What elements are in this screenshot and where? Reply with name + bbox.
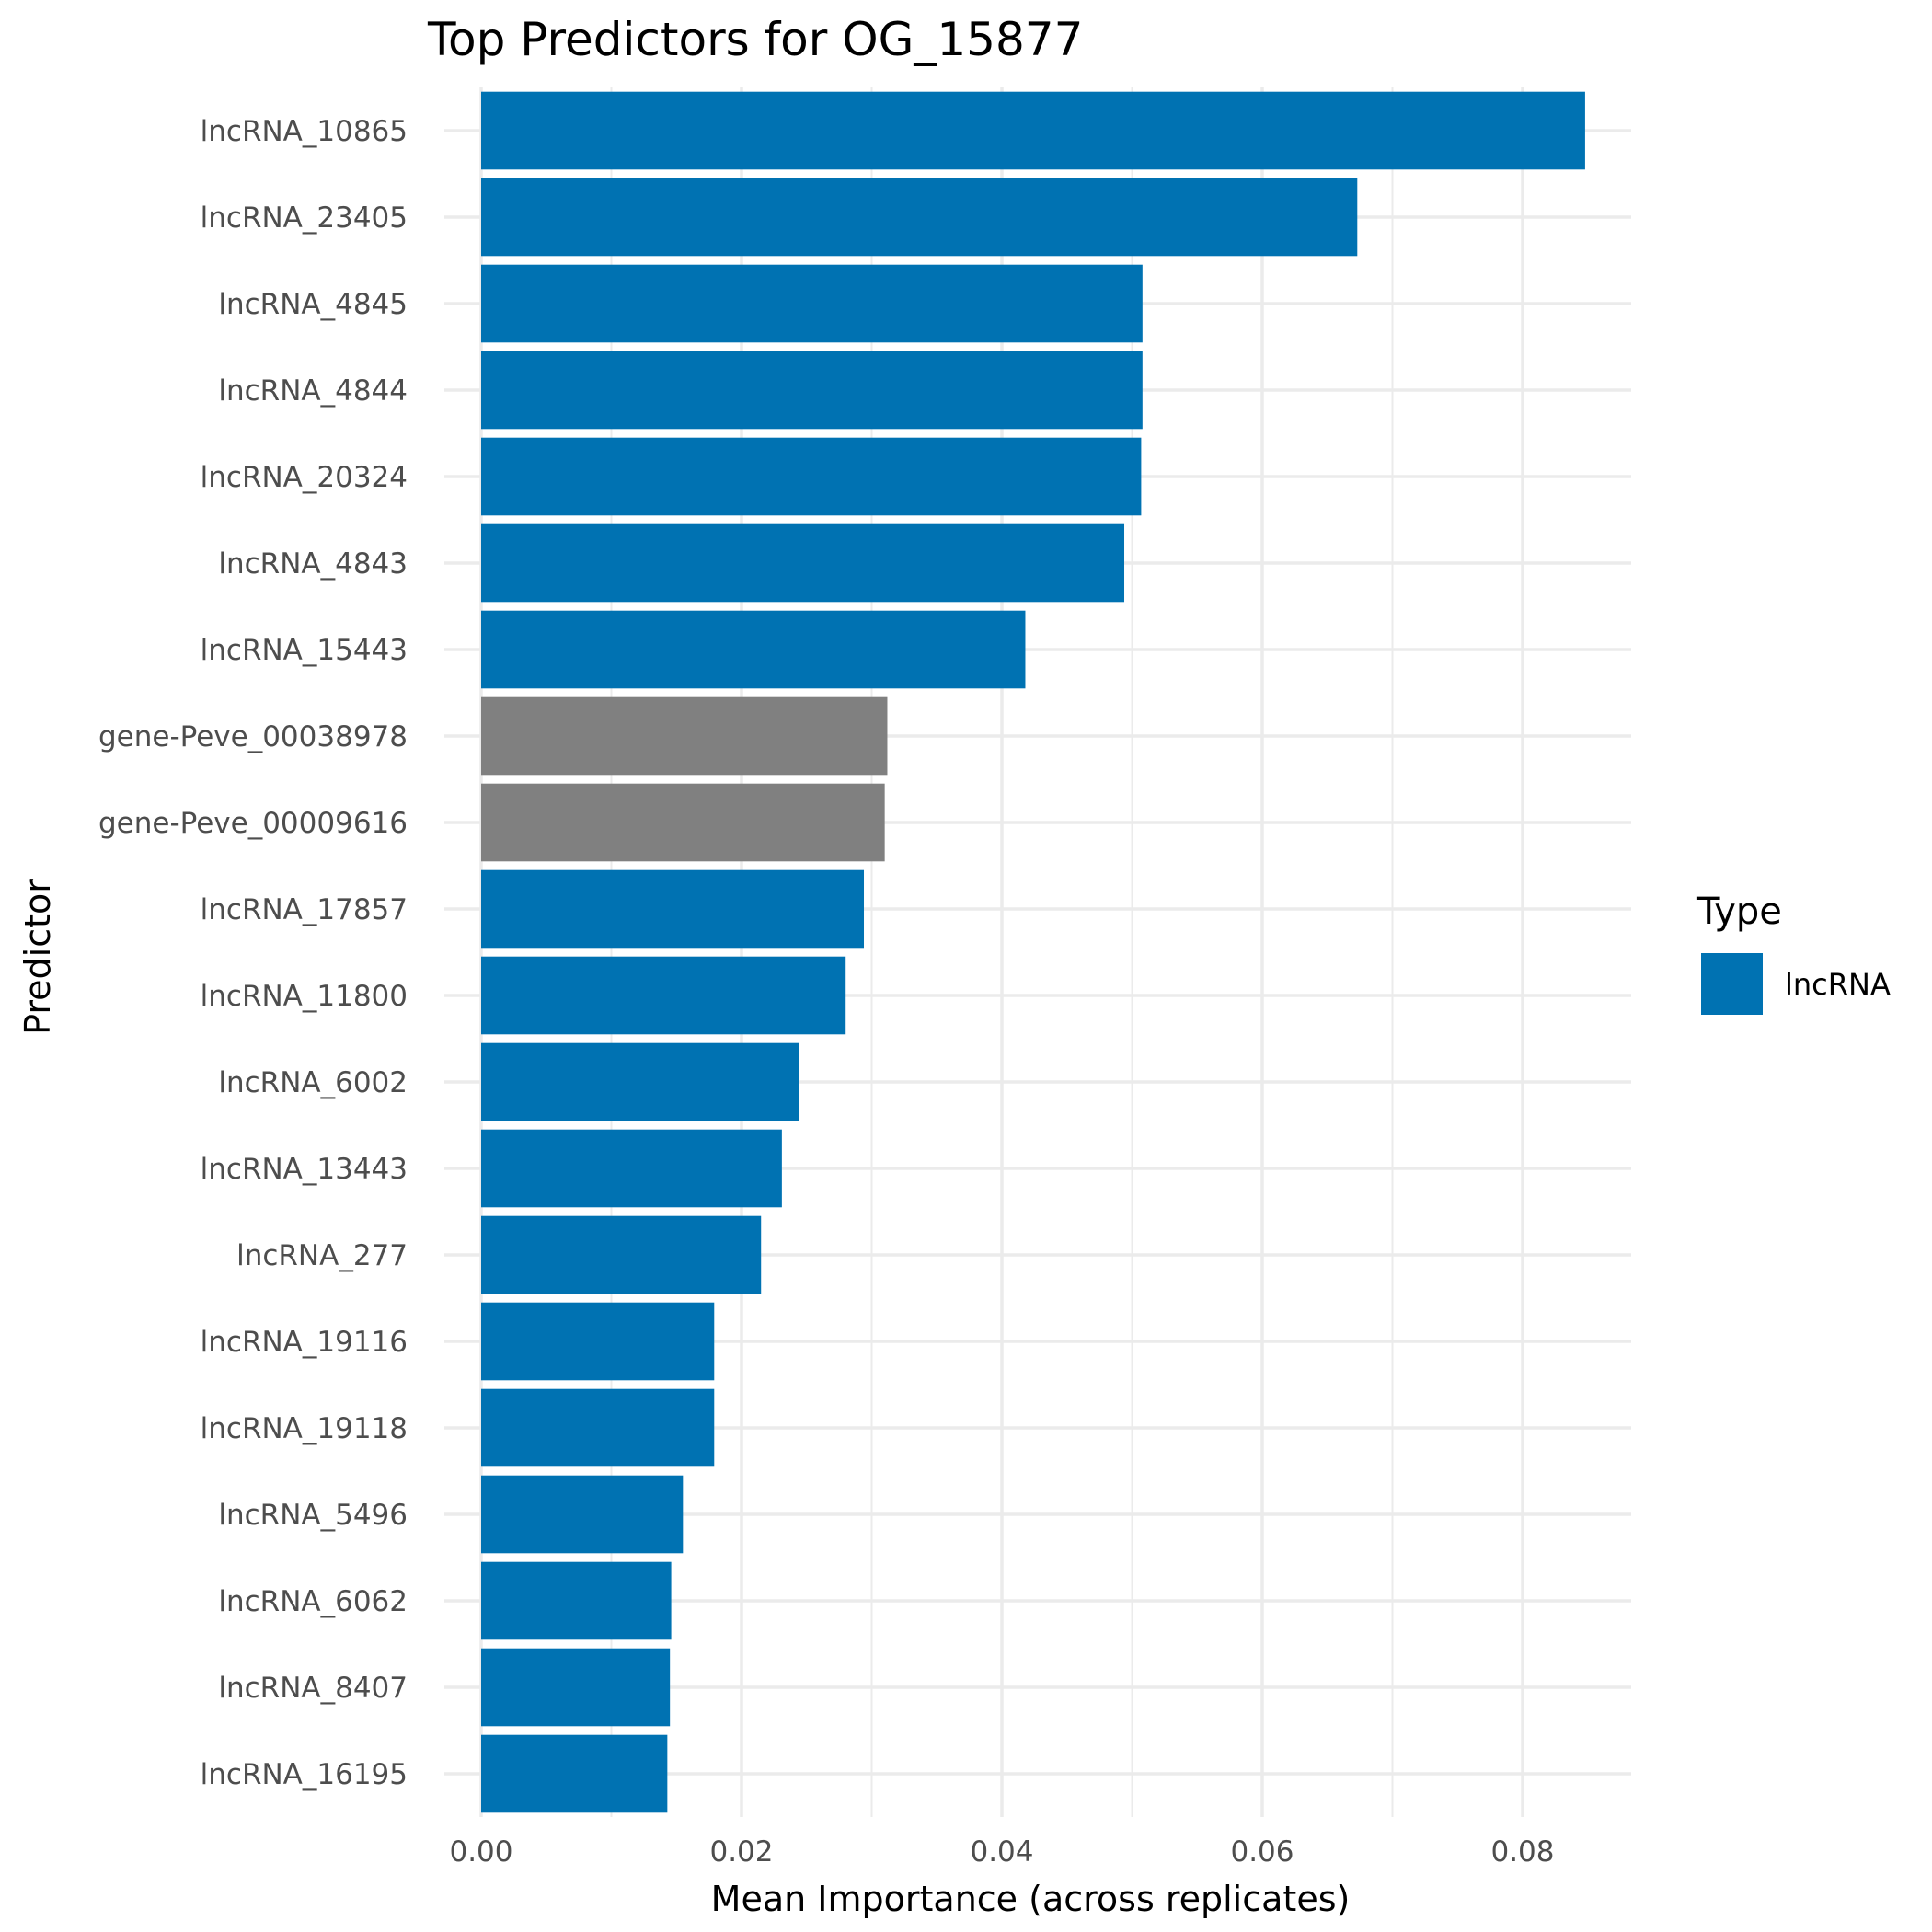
bar-lncrna_15443 [481,610,1026,689]
bar-lncrna_5496 [481,1475,684,1554]
y-tick-label: lncRNA_13443 [201,1153,408,1186]
bar-lncrna_19118 [481,1388,715,1467]
x-tick-label: 0.04 [970,1835,1033,1869]
bar-lncrna_4843 [481,523,1125,603]
bar-lncrna_277 [481,1215,762,1294]
bar-lncrna_11800 [481,956,846,1035]
bars [481,91,1585,1813]
bar-gene-peve_00009616 [481,783,885,862]
bar-lncrna_6062 [481,1561,672,1640]
y-tick-label: lncRNA_277 [236,1239,408,1272]
chart-title: Top Predictors for OG_15877 [427,13,1083,66]
x-tick-label: 0.06 [1230,1835,1294,1869]
y-tick-label: gene-Peve_00038978 [98,720,408,753]
x-axis-title: Mean Importance (across replicates) [711,1879,1351,1919]
y-tick-label: gene-Peve_00009616 [98,807,408,840]
bar-lncrna_20324 [481,437,1142,516]
bar-lncrna_17857 [481,869,865,949]
bar-lncrna_8407 [481,1648,671,1727]
bar-lncrna_16195 [481,1734,668,1813]
y-tick-label: lncRNA_5496 [218,1499,408,1532]
y-tick-label: lncRNA_4843 [218,547,408,581]
x-tick-label: 0.00 [449,1835,512,1869]
y-tick-label: lncRNA_6002 [218,1066,408,1099]
bar-lncrna_4845 [481,264,1143,343]
y-tick-label: lncRNA_4844 [218,374,408,408]
bar-lncrna_19116 [481,1302,715,1381]
y-axis-title: Predictor [17,879,58,1035]
y-tick-labels: lncRNA_10865 lncRNA_23405 lncRNA_4845 lncRN… [98,115,408,1791]
y-tick-label: lncRNA_19116 [201,1326,408,1359]
legend-swatch-lncrna [1701,953,1763,1015]
y-tick-label: lncRNA_16195 [201,1758,408,1791]
bar-lncrna_13443 [481,1129,782,1208]
bar-lncrna_10865 [481,91,1585,170]
bar-lncrna_6002 [481,1042,799,1121]
y-tick-label: lncRNA_8407 [218,1672,408,1705]
x-tick-labels: 0.00 0.02 0.04 0.06 0.08 [449,1835,1554,1869]
legend-title: Type [1696,891,1782,933]
y-tick-label: lncRNA_4845 [218,288,408,321]
bar-lncrna_4844 [481,351,1143,430]
y-tick-label: lncRNA_20324 [201,461,408,494]
grid [444,87,1631,1817]
y-tick-label: lncRNA_11800 [201,980,408,1013]
x-tick-label: 0.02 [709,1835,773,1869]
y-tick-label: lncRNA_17857 [201,893,408,926]
legend-label-lncrna: lncRNA [1785,967,1891,1002]
bar-gene-peve_00038978 [481,696,888,776]
y-tick-label: lncRNA_19118 [201,1412,408,1445]
y-tick-label: lncRNA_10865 [201,115,408,148]
y-tick-label: lncRNA_23405 [201,201,408,235]
legend: Type lncRNA [1696,891,1891,1015]
y-tick-label: lncRNA_15443 [201,634,408,667]
y-tick-label: lncRNA_6062 [218,1585,408,1618]
bar-lncrna_23405 [481,178,1358,257]
x-tick-label: 0.08 [1490,1835,1554,1869]
